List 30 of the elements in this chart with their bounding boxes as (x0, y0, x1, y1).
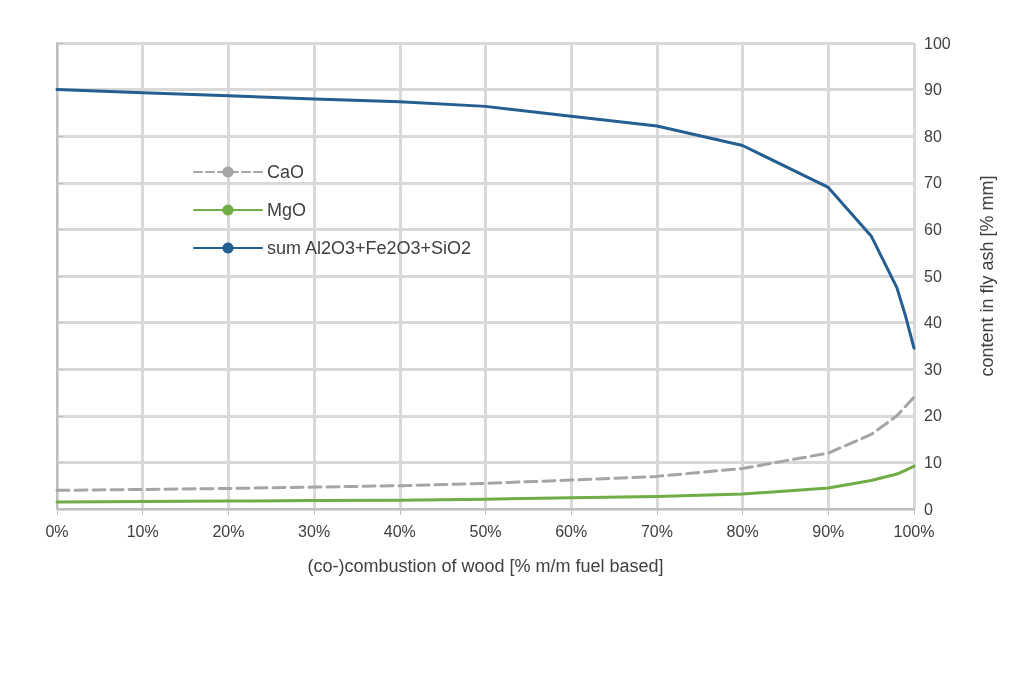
x-tick-label: 100% (893, 522, 935, 540)
line-series (55, 395, 916, 492)
x-tick-label: 90% (812, 522, 845, 540)
y-tick-label: 40 (924, 314, 942, 332)
x-tick-label: 30% (298, 522, 331, 540)
legend-label: MgO (267, 200, 307, 220)
x-tick-label: 10% (126, 522, 159, 540)
line-series (55, 88, 916, 350)
line-series (55, 464, 916, 504)
x-axis-title: (co-)combustion of wood [% m/m fuel based] (307, 556, 664, 576)
y-tick-label: 70 (924, 174, 942, 192)
y-tick-label: 50 (924, 267, 942, 285)
y-tick-label: 20 (924, 407, 942, 425)
x-tick-label: 50% (469, 522, 502, 540)
y-tick-label: 90 (924, 81, 942, 99)
y-tick-label: 60 (924, 220, 942, 238)
y-tick-label: 80 (924, 127, 942, 145)
x-tick-label: 20% (212, 522, 245, 540)
x-tick-label: 40% (383, 522, 416, 540)
y-tick-label: 0 (924, 500, 933, 518)
y-axis-title: content in fly ash [% mm] (977, 175, 997, 377)
legend-label: CaO (267, 162, 305, 182)
x-tick-label: 80% (726, 522, 759, 540)
y-tick-label: 30 (924, 360, 942, 378)
y-tick-label: 10 (924, 453, 942, 471)
x-tick-label: 60% (555, 522, 588, 540)
y-tick-label: 100 (924, 34, 951, 52)
x-tick-label: 70% (640, 522, 673, 540)
legend-label: sum Al2O3+Fe2O3+SiO2 (267, 238, 472, 258)
x-tick-label: 0% (45, 522, 69, 540)
